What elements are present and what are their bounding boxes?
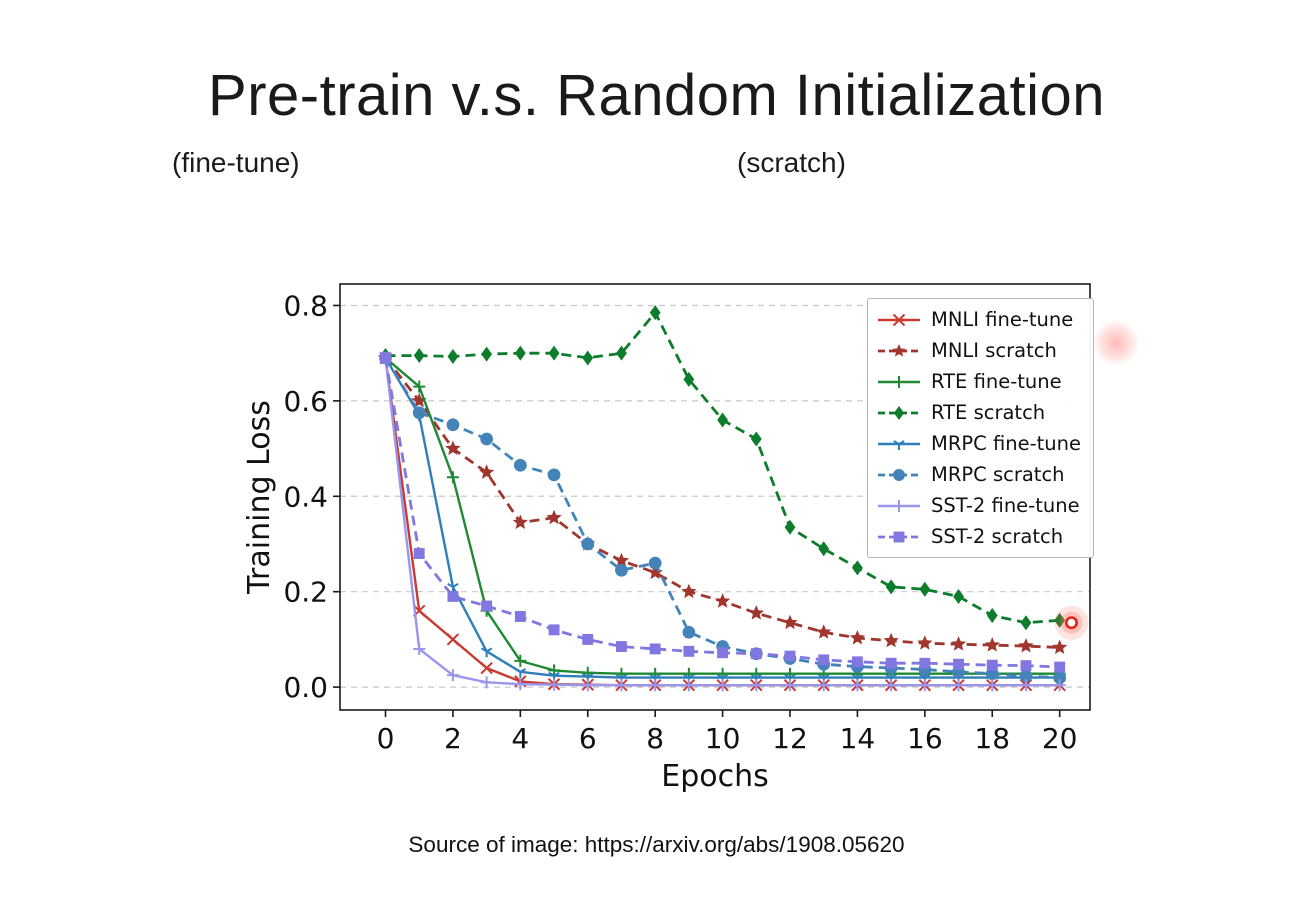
legend-item-rte-scratch: RTE scratch <box>876 397 1081 428</box>
y-tick-label: 0.6 <box>283 385 328 418</box>
x-tick-label: 10 <box>705 722 741 755</box>
legend-label: RTE fine-tune <box>931 370 1062 393</box>
slide-title: Pre-train v.s. Random Initialization <box>208 63 1105 128</box>
axis-ticks: 0 2 4 6 8 10 12 14 16 18 20 0.0 0.2 0.4 0.6 0.8 <box>283 289 1077 755</box>
legend-label: MNLI scratch <box>931 339 1057 362</box>
legend-sample-mrpc-fine-tune <box>878 439 921 450</box>
legend-sample-mnli-scratch <box>878 343 921 357</box>
x-tick-label: 4 <box>511 722 529 755</box>
x-axis-label: Epochs <box>661 759 769 792</box>
legend-item-rte-fine-tune: RTE fine-tune <box>876 366 1081 397</box>
legend-sample-sst-2-fine-tune <box>878 499 921 512</box>
x-tick-label: 12 <box>772 722 808 755</box>
x-tick-label: 14 <box>840 722 876 755</box>
x-tick-label: 20 <box>1042 722 1078 755</box>
x-tick-label: 6 <box>579 722 597 755</box>
legend-label: SST-2 fine-tune <box>931 494 1080 517</box>
y-axis-label: Training Loss <box>245 400 277 595</box>
x-tick-label: 0 <box>377 722 395 755</box>
legend-label: SST-2 scratch <box>931 525 1064 548</box>
legend-label: MRPC scratch <box>931 463 1065 486</box>
subtitle-fine-tune: (fine-tune) <box>172 147 300 178</box>
series-sst-2-scratch <box>380 352 1066 673</box>
y-tick-label: 0.2 <box>283 576 328 609</box>
legend-label: MRPC fine-tune <box>931 432 1081 455</box>
legend-sample-mnli-fine-tune <box>878 313 921 326</box>
legend-item-sst-2-scratch: SST-2 scratch <box>876 521 1081 552</box>
legend-sample-rte-fine-tune <box>878 375 921 388</box>
legend-sample-mrpc-scratch <box>878 468 921 481</box>
legend-item-mnli-fine-tune: MNLI fine-tune <box>876 304 1081 335</box>
legend-sample-sst-2-scratch <box>878 531 921 542</box>
legend-label: MNLI fine-tune <box>931 308 1074 331</box>
highlight-ring <box>1054 605 1089 640</box>
gridlines <box>340 304 1090 688</box>
y-tick-label: 0.8 <box>283 289 328 322</box>
x-tick-label: 2 <box>444 722 462 755</box>
training-loss-chart: 0 2 4 6 8 10 12 14 16 18 20 0.0 0.2 0.4 0.6 0.8 Epochs Tr… <box>242 283 1091 794</box>
legend-item-mrpc-fine-tune: MRPC fine-tune <box>876 428 1081 459</box>
legend-item-mrpc-scratch: MRPC scratch <box>876 459 1081 490</box>
x-tick-label: 18 <box>974 722 1010 755</box>
x-tick-label: 8 <box>646 722 664 755</box>
y-tick-label: 0.0 <box>283 671 328 704</box>
source-caption: Source of image: https://arxiv.org/abs/1… <box>408 832 905 857</box>
legend-label: RTE scratch <box>931 401 1046 424</box>
chart-legend: MNLI fine-tune MNLI scratch RTE fine-tune R… <box>867 298 1094 558</box>
series-sst-2-fine-tune <box>379 351 1066 692</box>
legend-item-sst-2-fine-tune: SST-2 fine-tune <box>876 490 1081 521</box>
x-tick-label: 16 <box>907 722 943 755</box>
legend-sample-rte-scratch <box>878 405 921 420</box>
chart-area: 0 2 4 6 8 10 12 14 16 18 20 0.0 0.2 0.4 0.6 0.8 Epochs Tr… <box>242 272 1115 794</box>
legend-item-mnli-scratch: MNLI scratch <box>876 335 1081 366</box>
y-tick-label: 0.4 <box>283 480 328 513</box>
subtitle-scratch: (scratch) <box>737 147 846 178</box>
